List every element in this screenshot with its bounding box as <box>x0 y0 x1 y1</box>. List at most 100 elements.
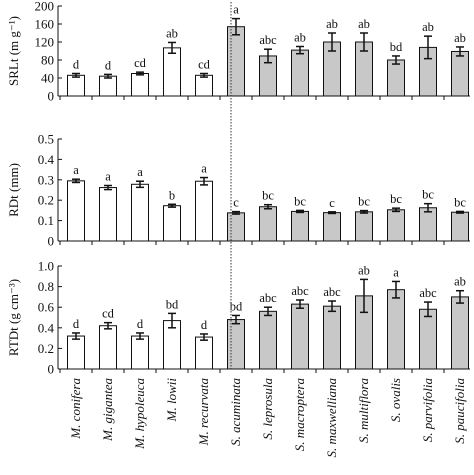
error-bar-2 <box>104 321 112 330</box>
error-bar-10 <box>360 32 368 52</box>
error-bar-11 <box>392 55 400 65</box>
significance-letter-9: c <box>329 196 335 210</box>
error-bar-2 <box>104 73 112 79</box>
significance-letter-4: b <box>169 188 175 202</box>
x-category-label-8: S. macroptera <box>292 378 307 452</box>
x-category-label-4: M. lowii <box>164 378 179 423</box>
bar-7 <box>259 310 277 370</box>
bar-8 <box>291 49 309 97</box>
bar-11 <box>387 209 405 242</box>
significance-letter-13: bc <box>454 195 466 209</box>
significance-letter-10: bc <box>358 195 370 209</box>
error-bar-7 <box>264 203 272 210</box>
error-bar-3 <box>136 180 144 189</box>
y-tick-label: 160 <box>35 17 55 32</box>
y-tick-label: 40 <box>41 71 54 86</box>
x-category-label-1: M. conifera <box>68 378 83 440</box>
error-bar-7 <box>264 306 272 317</box>
significance-letter-8: bc <box>294 194 306 208</box>
significance-letter-11: bd <box>390 40 403 54</box>
bar-1 <box>67 335 85 370</box>
error-bar-6 <box>232 314 240 325</box>
significance-letter-3: cd <box>134 56 147 70</box>
x-category-label-7: S. leprosula <box>260 378 275 440</box>
error-bar-10 <box>360 278 368 314</box>
error-bar-4 <box>168 41 176 54</box>
y-tick-label: 120 <box>35 35 55 50</box>
error-bar-12 <box>424 202 432 213</box>
y-tick-label: 0.3 <box>38 172 54 187</box>
bar-5 <box>195 74 213 97</box>
y-axis-label: RDt (mm) <box>6 163 21 217</box>
error-bar-6 <box>232 210 240 215</box>
bar-3 <box>131 73 149 97</box>
y-tick-label: 0 <box>48 234 55 249</box>
y-tick-label: 0.2 <box>38 193 54 208</box>
bar-1 <box>67 74 85 97</box>
bar-8 <box>291 210 309 242</box>
bar-5 <box>195 336 213 370</box>
error-bar-6 <box>232 17 240 36</box>
bar-13 <box>451 296 469 370</box>
bar-10 <box>355 211 373 242</box>
bar-8 <box>291 303 309 370</box>
bar-2 <box>99 75 117 97</box>
bar-6 <box>227 212 245 242</box>
significance-letter-1: d <box>73 58 80 72</box>
error-bar-8 <box>296 45 304 55</box>
error-bar-11 <box>392 207 400 213</box>
error-bar-9 <box>328 211 336 215</box>
error-bar-7 <box>264 48 272 64</box>
significance-letter-1: a <box>73 163 79 177</box>
significance-letter-10: ab <box>358 263 370 277</box>
error-bar-1 <box>72 332 80 340</box>
error-bar-5 <box>200 72 208 78</box>
y-axis-label: RTDt (g cm⁻³) <box>6 279 21 356</box>
bar-1 <box>67 180 85 242</box>
significance-letter-8: ab <box>294 31 306 45</box>
y-tick-label: 0.8 <box>38 279 54 294</box>
significance-letter-11: bc <box>390 192 402 206</box>
significance-letter-5: a <box>201 162 207 176</box>
significance-letter-1: d <box>73 317 80 331</box>
y-axis-label: SRLt (m g⁻¹) <box>6 16 21 86</box>
y-tick-label: 0.4 <box>38 152 55 167</box>
error-bar-2 <box>104 184 112 191</box>
y-tick-label: 200 <box>35 0 55 14</box>
significance-letter-2: a <box>105 170 111 184</box>
significance-letter-3: d <box>137 317 144 331</box>
y-tick-label: 80 <box>41 53 54 68</box>
error-bar-3 <box>136 332 144 340</box>
error-bar-9 <box>328 32 336 52</box>
bar-13 <box>451 211 469 242</box>
bar-12 <box>419 207 437 242</box>
bar-4 <box>163 47 181 97</box>
significance-letter-2: cd <box>102 307 115 321</box>
significance-letter-7: bc <box>262 189 274 203</box>
significance-letter-13: ab <box>454 31 466 45</box>
error-bar-1 <box>72 72 80 78</box>
bar-3 <box>131 335 149 370</box>
bar-2 <box>99 187 117 242</box>
significance-letter-9: ab <box>326 17 338 31</box>
significance-letter-11: a <box>393 265 399 279</box>
x-category-label-9: S. maxwelliana <box>324 378 339 458</box>
significance-letter-6: a <box>233 3 239 17</box>
bar-2 <box>99 325 117 370</box>
significance-letter-9: abc <box>323 285 341 299</box>
error-bar-8 <box>296 299 304 309</box>
y-tick-label: 0.5 <box>38 132 54 147</box>
y-tick-label: 0 <box>48 89 55 104</box>
bar-5 <box>195 180 213 242</box>
error-bar-9 <box>328 300 336 313</box>
error-bar-10 <box>360 209 368 214</box>
significance-letter-6: c <box>233 196 239 210</box>
x-category-label-2: M. gigantea <box>100 378 115 442</box>
bar-13 <box>451 50 469 97</box>
panel-1: 0 40 80 120 160 200 SRLt (m g⁻¹) d d cd ab cd a abc ab… <box>6 0 470 104</box>
significance-letter-5: d <box>201 318 208 332</box>
significance-letter-7: abc <box>259 291 277 305</box>
x-category-label-10: S. multiflora <box>356 378 371 444</box>
bar-9 <box>323 212 341 242</box>
